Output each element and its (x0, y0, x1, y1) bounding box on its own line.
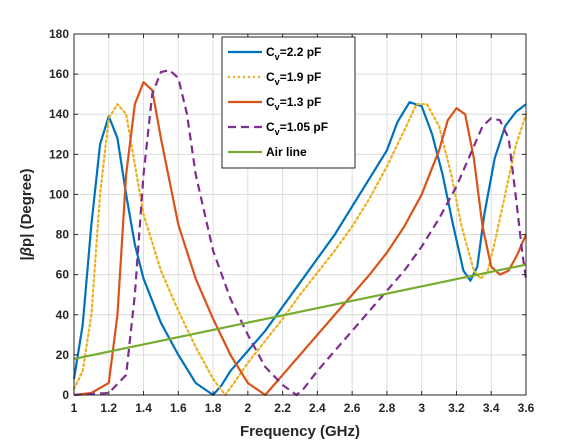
y-tick-label-5: 100 (49, 187, 69, 201)
x-tick-label-9: 2.8 (379, 401, 396, 415)
y-tick-label-0: 0 (62, 388, 69, 402)
legend-label-3: Cv=1.05 pF (266, 120, 328, 137)
legend-label-1: Cv=1.9 pF (266, 70, 321, 87)
legend-label-rest-0: =2.2 pF (280, 45, 322, 59)
y-axis-title: |βp| (Degree) (18, 169, 35, 261)
x-tick-label-11: 3.2 (448, 401, 465, 415)
y-axis-title-part-2: p| (Degree) (18, 169, 35, 247)
legend-label-rest-1: =1.9 pF (280, 70, 322, 84)
legend-label-main-1: C (266, 70, 275, 84)
legend-label-main-2: C (266, 95, 275, 109)
legend-label-rest-2: =1.3 pF (280, 95, 322, 109)
series-layer (72, 69, 528, 397)
legend-label-4: Air line (266, 145, 307, 159)
x-tick-label-7: 2.4 (309, 401, 326, 415)
legend-label-main-3: C (266, 120, 275, 134)
legend-label-sub-2: v (275, 102, 280, 112)
legend-label-2: Cv=1.3 pF (266, 95, 321, 112)
x-axis-title: Frequency (GHz) (240, 423, 360, 440)
x-tick-label-10: 3 (418, 401, 425, 415)
y-tick-label-7: 140 (49, 107, 69, 121)
x-tick-label-8: 2.6 (344, 401, 361, 415)
x-tick-label-12: 3.4 (483, 401, 500, 415)
series-line-0 (72, 101, 527, 397)
legend-label-0: Cv=2.2 pF (266, 45, 321, 62)
y-tick-label-6: 120 (49, 147, 69, 161)
y-tick-label-4: 80 (56, 228, 70, 242)
tick-layer: 1 1.2 1.4 1.6 1.8 2 2.2 2.4 2.6 2.8 3 3.2 3.4 3.6 0 20 4… (49, 27, 535, 415)
series-line-2 (73, 81, 528, 397)
x-tick-label-3: 1.6 (170, 401, 187, 415)
y-tick-label-9: 180 (49, 27, 69, 41)
x-tick-label-0: 1 (71, 401, 78, 415)
legend-label-sub-0: v (275, 52, 280, 62)
legend-label-main-4: Air line (266, 145, 307, 159)
x-tick-label-6: 2.2 (274, 401, 291, 415)
x-tick-label-13: 3.6 (518, 401, 535, 415)
y-axis-title-part-1: | (18, 256, 35, 260)
plot-frame (73, 33, 527, 396)
legend-label-main-0: C (266, 45, 275, 59)
y-tick-label-1: 20 (56, 348, 70, 362)
x-tick-label-5: 2 (245, 401, 252, 415)
legend-label-sub-1: v (275, 77, 280, 87)
series-line-4 (73, 263, 527, 360)
y-axis-title-beta: β (18, 247, 35, 257)
legend-label-sub-3: v (275, 127, 280, 137)
y-tick-label-2: 40 (56, 308, 70, 322)
y-tick-label-8: 160 (49, 67, 69, 81)
legend-label-rest-3: =1.05 pF (280, 120, 328, 134)
y-tick-label-3: 60 (56, 268, 70, 282)
x-tick-label-1: 1.2 (100, 401, 117, 415)
x-tick-label-2: 1.4 (135, 401, 152, 415)
series-line-3 (73, 69, 528, 397)
series-line-1 (72, 103, 528, 397)
x-tick-label-4: 1.8 (205, 401, 222, 415)
